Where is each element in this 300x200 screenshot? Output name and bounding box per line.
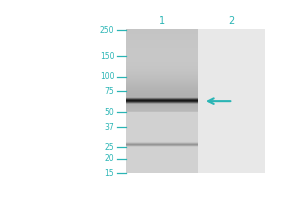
Text: 1: 1: [159, 16, 165, 26]
Bar: [198, 30, 266, 173]
Text: 75: 75: [104, 87, 114, 96]
Text: 50: 50: [104, 108, 114, 117]
Text: 150: 150: [100, 52, 114, 61]
Text: 25: 25: [105, 143, 114, 152]
Text: 250: 250: [100, 26, 114, 35]
Text: 20: 20: [105, 154, 114, 163]
Text: 15: 15: [105, 169, 114, 178]
Text: 100: 100: [100, 72, 114, 81]
Text: 37: 37: [104, 123, 114, 132]
Bar: [126, 30, 198, 173]
Text: 2: 2: [229, 16, 235, 26]
